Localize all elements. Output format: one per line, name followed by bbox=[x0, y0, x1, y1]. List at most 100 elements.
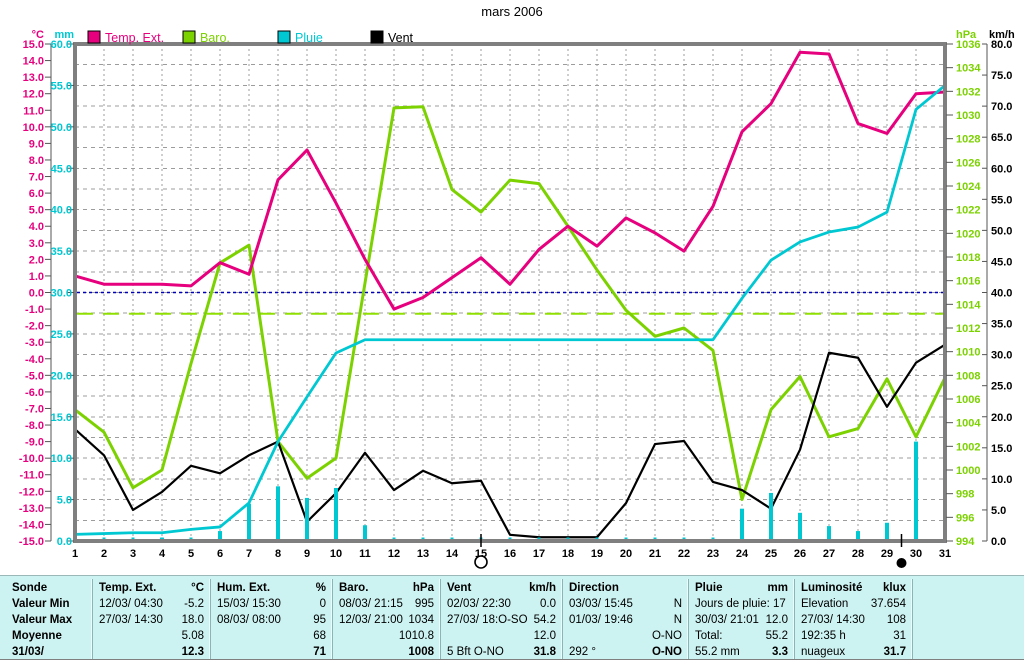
temp-axis-label: 4.0 bbox=[29, 221, 44, 233]
day-label: 12 bbox=[388, 548, 400, 560]
series-vent-line bbox=[74, 343, 946, 539]
day-label: 5 bbox=[188, 548, 194, 560]
day-label: 27 bbox=[823, 548, 835, 560]
cell-value: 31.8 bbox=[533, 646, 556, 658]
cell-text: 01/03/ 19:46 bbox=[569, 614, 633, 626]
temp-axis-label: -11.0 bbox=[20, 470, 44, 482]
day-label: 16 bbox=[504, 548, 516, 560]
rain-axis-label: 10.0 bbox=[51, 453, 72, 465]
baro-axis-label: 1016 bbox=[956, 276, 980, 288]
day-label: 22 bbox=[678, 548, 690, 560]
rain-axis-label: 40.0 bbox=[51, 205, 72, 217]
cell-value: 108 bbox=[886, 614, 906, 626]
temp-axis-label: 1.0 bbox=[29, 271, 44, 283]
rain-axis-label: 50.0 bbox=[51, 122, 72, 134]
day-label: 4 bbox=[159, 548, 166, 560]
cell-text: Elevation bbox=[801, 598, 849, 610]
cell-value: 0 bbox=[319, 598, 326, 610]
wind-axis-label: 60.0 bbox=[991, 163, 1012, 175]
rain-bar bbox=[740, 508, 744, 541]
cell-value: 95 bbox=[313, 614, 326, 626]
wind-axis-label: 70.0 bbox=[991, 101, 1012, 113]
cell-text: 15/03/ 15:30 bbox=[217, 598, 281, 610]
baro-axis-label: 1012 bbox=[956, 323, 980, 335]
baro-axis-label: 1006 bbox=[956, 394, 980, 406]
rain-axis-label: 25.0 bbox=[51, 329, 72, 341]
temp-axis-label: 0.0 bbox=[29, 288, 44, 300]
temp-axis-label: -4.0 bbox=[25, 354, 44, 366]
row-label: Valeur Max bbox=[12, 614, 73, 626]
cell-text: 27/03/ 18:O-SO bbox=[447, 614, 528, 626]
temp-axis-label: -6.0 bbox=[25, 387, 44, 399]
table-column-pluie: Pluie mm Jours de pluie: 17 30/03/ 21:01 12.… bbox=[688, 579, 794, 659]
column-title: Direction bbox=[569, 582, 619, 594]
temp-axis-label: 9.0 bbox=[29, 138, 44, 150]
baro-axis-label: 1024 bbox=[956, 181, 981, 193]
table-column-direction: Direction 03/03/ 15:45 N 01/03/ 19:46 N O-NO 2… bbox=[562, 579, 688, 659]
day-label: 14 bbox=[446, 548, 459, 560]
temp-axis-label: -7.0 bbox=[25, 403, 44, 415]
column-title: Baro. bbox=[339, 582, 369, 594]
row-label: 31/03/ bbox=[12, 646, 44, 658]
temp-axis-unit: °C bbox=[32, 29, 44, 41]
cell-value: 3.3 bbox=[772, 646, 788, 658]
wind-axis-label: 80.0 bbox=[991, 39, 1012, 51]
column-title: Pluie bbox=[695, 582, 723, 594]
cell-value: 5.08 bbox=[181, 630, 204, 642]
cell-text: Total: bbox=[695, 630, 723, 642]
day-label: 26 bbox=[794, 548, 806, 560]
chart-svg: 15.014.013.012.011.010.09.08.07.06.05.04… bbox=[19, 29, 1015, 569]
rain-bar bbox=[276, 486, 280, 541]
day-label: 1 bbox=[72, 548, 78, 560]
plot-frame bbox=[73, 42, 947, 543]
baro-axis-label: 1002 bbox=[956, 441, 980, 453]
temp-axis-label: -9.0 bbox=[25, 437, 44, 449]
rain-bar bbox=[334, 487, 338, 541]
temp-axis-label: 13.0 bbox=[23, 72, 44, 84]
day-label: 11 bbox=[359, 548, 371, 560]
temp-axis-label: -8.0 bbox=[25, 420, 44, 432]
cell-text: 03/03/ 15:45 bbox=[569, 598, 633, 610]
rain-bar bbox=[914, 441, 918, 541]
temp-axis-label: -3.0 bbox=[25, 337, 44, 349]
legend-swatch bbox=[87, 30, 101, 44]
temp-axis-label: 14.0 bbox=[23, 56, 44, 68]
baro-axis-label: 1022 bbox=[956, 205, 980, 217]
cell-value: 12.3 bbox=[181, 646, 204, 658]
day-label: 17 bbox=[533, 548, 545, 560]
temp-axis-label: 7.0 bbox=[29, 172, 44, 184]
chart-title: mars 2006 bbox=[481, 4, 543, 19]
column-unit: klux bbox=[882, 582, 906, 594]
wind-axis-label: 5.0 bbox=[991, 505, 1006, 517]
temp-axis-label: -15.0 bbox=[19, 536, 44, 548]
temp-axis-label: -10.0 bbox=[19, 453, 44, 465]
temp-axis-label: 6.0 bbox=[29, 188, 44, 200]
day-label: 6 bbox=[217, 548, 223, 560]
column-title: Luminosité bbox=[801, 582, 863, 594]
temp-axis-label: -12.0 bbox=[19, 486, 44, 498]
baro-axis-label: 994 bbox=[956, 536, 975, 548]
day-label: 18 bbox=[562, 548, 574, 560]
wind-axis-label: 35.0 bbox=[991, 319, 1012, 331]
baro-axis-label: 1026 bbox=[956, 157, 980, 169]
legend-label: Vent bbox=[388, 31, 414, 45]
series-rain-cumulative-line bbox=[74, 84, 946, 536]
cell-value: N bbox=[673, 598, 682, 610]
temp-axis-label: 8.0 bbox=[29, 155, 44, 167]
wind-axis-label: 65.0 bbox=[991, 132, 1012, 144]
baro-axis-label: 996 bbox=[956, 512, 974, 524]
rain-bar bbox=[218, 531, 222, 541]
rain-axis-label: 0.0 bbox=[57, 536, 72, 548]
rain-axis-label: 5.0 bbox=[57, 495, 72, 507]
day-label: 13 bbox=[417, 548, 429, 560]
day-label: 3 bbox=[130, 548, 136, 560]
table-column-baro-: Baro. hPa 08/03/ 21:15 995 12/03/ 21:00 1034 1… bbox=[332, 579, 440, 659]
wind-axis-label: 20.0 bbox=[991, 412, 1012, 424]
cell-text: 292 ° bbox=[569, 646, 596, 658]
cell-text: 12/03/ 04:30 bbox=[99, 598, 163, 610]
table-column-vent: Vent km/h 02/03/ 22:30 0.0 27/03/ 18:O-SO 54.… bbox=[440, 579, 562, 659]
column-title: Temp. Ext. bbox=[99, 582, 157, 594]
day-label: 9 bbox=[304, 548, 310, 560]
cell-value: O-NO bbox=[651, 646, 682, 658]
cell-value: 995 bbox=[414, 598, 434, 610]
